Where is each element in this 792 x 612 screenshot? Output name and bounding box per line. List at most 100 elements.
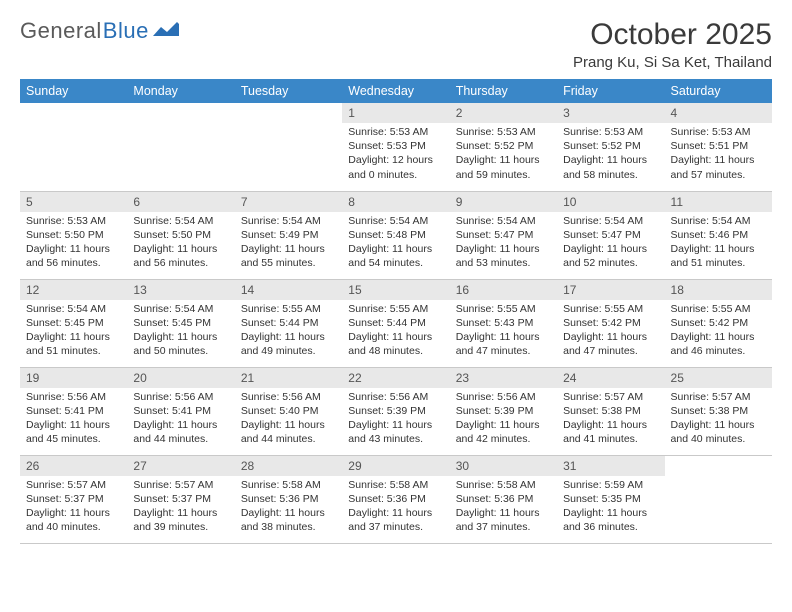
daylight-text: Daylight: 11 hours and 44 minutes.	[133, 418, 228, 446]
day-info: Sunrise: 5:53 AMSunset: 5:50 PMDaylight:…	[20, 212, 127, 275]
logo-text-gray: General	[20, 18, 102, 44]
day-info: Sunrise: 5:57 AMSunset: 5:37 PMDaylight:…	[127, 476, 234, 539]
sunrise-text: Sunrise: 5:54 AM	[133, 214, 228, 228]
daylight-text: Daylight: 11 hours and 54 minutes.	[348, 242, 443, 270]
sunset-text: Sunset: 5:41 PM	[133, 404, 228, 418]
daylight-text: Daylight: 11 hours and 39 minutes.	[133, 506, 228, 534]
sunrise-text: Sunrise: 5:57 AM	[671, 390, 766, 404]
sunrise-text: Sunrise: 5:53 AM	[348, 125, 443, 139]
day-number: 7	[235, 192, 342, 212]
daylight-text: Daylight: 11 hours and 47 minutes.	[456, 330, 551, 358]
sunset-text: Sunset: 5:42 PM	[671, 316, 766, 330]
day-info: Sunrise: 5:55 AMSunset: 5:44 PMDaylight:…	[342, 300, 449, 363]
calendar-day-cell: 8Sunrise: 5:54 AMSunset: 5:48 PMDaylight…	[342, 191, 449, 279]
day-info: Sunrise: 5:56 AMSunset: 5:39 PMDaylight:…	[450, 388, 557, 451]
day-number: 10	[557, 192, 664, 212]
daylight-text: Daylight: 12 hours and 0 minutes.	[348, 153, 443, 181]
calendar-day-cell: 10Sunrise: 5:54 AMSunset: 5:47 PMDayligh…	[557, 191, 664, 279]
sunset-text: Sunset: 5:38 PM	[671, 404, 766, 418]
day-info: Sunrise: 5:54 AMSunset: 5:48 PMDaylight:…	[342, 212, 449, 275]
calendar-day-cell	[665, 455, 772, 543]
day-number: 2	[450, 103, 557, 123]
sunrise-text: Sunrise: 5:54 AM	[563, 214, 658, 228]
day-header: Wednesday	[342, 79, 449, 103]
sunset-text: Sunset: 5:50 PM	[26, 228, 121, 242]
sunset-text: Sunset: 5:51 PM	[671, 139, 766, 153]
calendar-week-row: 12Sunrise: 5:54 AMSunset: 5:45 PMDayligh…	[20, 279, 772, 367]
day-info: Sunrise: 5:56 AMSunset: 5:40 PMDaylight:…	[235, 388, 342, 451]
sunset-text: Sunset: 5:36 PM	[456, 492, 551, 506]
calendar-day-cell: 15Sunrise: 5:55 AMSunset: 5:44 PMDayligh…	[342, 279, 449, 367]
day-number: 19	[20, 368, 127, 388]
calendar-day-cell: 5Sunrise: 5:53 AMSunset: 5:50 PMDaylight…	[20, 191, 127, 279]
daylight-text: Daylight: 11 hours and 57 minutes.	[671, 153, 766, 181]
calendar-day-cell: 31Sunrise: 5:59 AMSunset: 5:35 PMDayligh…	[557, 455, 664, 543]
day-number: 27	[127, 456, 234, 476]
day-number: 11	[665, 192, 772, 212]
day-number: 18	[665, 280, 772, 300]
daylight-text: Daylight: 11 hours and 59 minutes.	[456, 153, 551, 181]
sunset-text: Sunset: 5:38 PM	[563, 404, 658, 418]
sunset-text: Sunset: 5:48 PM	[348, 228, 443, 242]
calendar-day-cell: 14Sunrise: 5:55 AMSunset: 5:44 PMDayligh…	[235, 279, 342, 367]
sunset-text: Sunset: 5:52 PM	[456, 139, 551, 153]
sunrise-text: Sunrise: 5:58 AM	[456, 478, 551, 492]
daylight-text: Daylight: 11 hours and 37 minutes.	[456, 506, 551, 534]
daylight-text: Daylight: 11 hours and 40 minutes.	[671, 418, 766, 446]
sunset-text: Sunset: 5:36 PM	[348, 492, 443, 506]
calendar-table: SundayMondayTuesdayWednesdayThursdayFrid…	[20, 79, 772, 544]
day-header: Saturday	[665, 79, 772, 103]
day-info: Sunrise: 5:54 AMSunset: 5:49 PMDaylight:…	[235, 212, 342, 275]
day-info: Sunrise: 5:55 AMSunset: 5:42 PMDaylight:…	[557, 300, 664, 363]
calendar-day-cell	[20, 103, 127, 191]
sunset-text: Sunset: 5:37 PM	[26, 492, 121, 506]
day-number: 20	[127, 368, 234, 388]
day-number: 17	[557, 280, 664, 300]
day-number: 21	[235, 368, 342, 388]
day-header: Thursday	[450, 79, 557, 103]
sunrise-text: Sunrise: 5:54 AM	[241, 214, 336, 228]
sunset-text: Sunset: 5:44 PM	[241, 316, 336, 330]
sunrise-text: Sunrise: 5:54 AM	[671, 214, 766, 228]
daylight-text: Daylight: 11 hours and 43 minutes.	[348, 418, 443, 446]
calendar-day-cell: 9Sunrise: 5:54 AMSunset: 5:47 PMDaylight…	[450, 191, 557, 279]
day-number: 5	[20, 192, 127, 212]
calendar-day-cell: 23Sunrise: 5:56 AMSunset: 5:39 PMDayligh…	[450, 367, 557, 455]
calendar-day-cell	[235, 103, 342, 191]
day-number: 4	[665, 103, 772, 123]
day-number: 29	[342, 456, 449, 476]
day-info: Sunrise: 5:54 AMSunset: 5:50 PMDaylight:…	[127, 212, 234, 275]
daylight-text: Daylight: 11 hours and 58 minutes.	[563, 153, 658, 181]
sunrise-text: Sunrise: 5:56 AM	[26, 390, 121, 404]
day-header: Friday	[557, 79, 664, 103]
daylight-text: Daylight: 11 hours and 44 minutes.	[241, 418, 336, 446]
day-number	[20, 103, 127, 109]
day-info: Sunrise: 5:53 AMSunset: 5:52 PMDaylight:…	[450, 123, 557, 186]
calendar-day-cell: 30Sunrise: 5:58 AMSunset: 5:36 PMDayligh…	[450, 455, 557, 543]
day-info: Sunrise: 5:54 AMSunset: 5:45 PMDaylight:…	[20, 300, 127, 363]
sunrise-text: Sunrise: 5:56 AM	[348, 390, 443, 404]
daylight-text: Daylight: 11 hours and 46 minutes.	[671, 330, 766, 358]
day-number: 30	[450, 456, 557, 476]
sunset-text: Sunset: 5:36 PM	[241, 492, 336, 506]
calendar-week-row: 26Sunrise: 5:57 AMSunset: 5:37 PMDayligh…	[20, 455, 772, 543]
calendar-day-cell: 26Sunrise: 5:57 AMSunset: 5:37 PMDayligh…	[20, 455, 127, 543]
sunrise-text: Sunrise: 5:56 AM	[456, 390, 551, 404]
daylight-text: Daylight: 11 hours and 50 minutes.	[133, 330, 228, 358]
day-header: Monday	[127, 79, 234, 103]
calendar-day-cell: 27Sunrise: 5:57 AMSunset: 5:37 PMDayligh…	[127, 455, 234, 543]
sunrise-text: Sunrise: 5:57 AM	[26, 478, 121, 492]
sunset-text: Sunset: 5:39 PM	[456, 404, 551, 418]
day-header: Sunday	[20, 79, 127, 103]
daylight-text: Daylight: 11 hours and 51 minutes.	[26, 330, 121, 358]
day-info: Sunrise: 5:56 AMSunset: 5:41 PMDaylight:…	[127, 388, 234, 451]
sunrise-text: Sunrise: 5:53 AM	[671, 125, 766, 139]
sunrise-text: Sunrise: 5:53 AM	[456, 125, 551, 139]
sunrise-text: Sunrise: 5:58 AM	[348, 478, 443, 492]
day-info: Sunrise: 5:58 AMSunset: 5:36 PMDaylight:…	[450, 476, 557, 539]
sunrise-text: Sunrise: 5:56 AM	[241, 390, 336, 404]
day-number: 15	[342, 280, 449, 300]
day-number: 24	[557, 368, 664, 388]
month-title: October 2025	[573, 18, 772, 52]
sunrise-text: Sunrise: 5:54 AM	[348, 214, 443, 228]
